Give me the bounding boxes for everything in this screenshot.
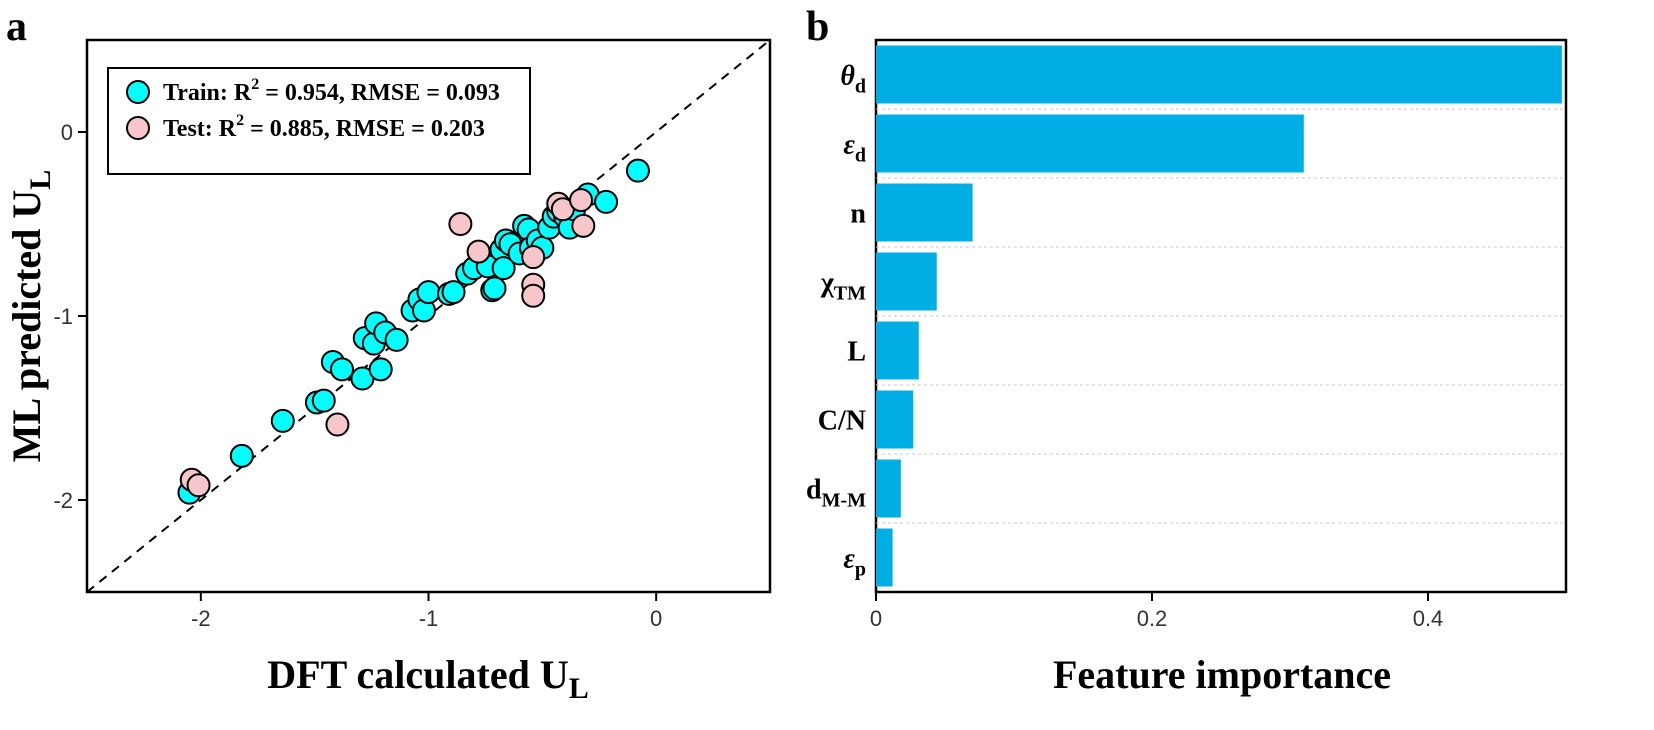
train-point	[229, 443, 254, 468]
feature-bar	[876, 459, 901, 518]
legend-test-marker	[126, 116, 150, 140]
scatter-x-axis-title: DFT calculated UL	[267, 652, 588, 705]
train-point	[482, 276, 507, 301]
category-label: L	[847, 337, 866, 368]
category-label: χTM	[820, 268, 866, 305]
feature-bar	[876, 321, 919, 380]
panel-b-letter: b	[806, 4, 829, 50]
train-point	[384, 327, 409, 352]
legend-test-label: Test: R2 = 0.885, RMSE = 0.203	[163, 112, 485, 142]
y-tick-label: -2	[53, 488, 73, 513]
bar-x-tick-label: 0	[870, 606, 882, 631]
x-tick-label: -1	[419, 606, 439, 631]
category-label-main: ε	[843, 544, 855, 575]
feature-bar	[876, 183, 973, 242]
legend-train-suffix: = 0.954, RMSE = 0.093	[259, 80, 500, 106]
legend-box	[107, 67, 531, 175]
legend-test-sup: 2	[236, 112, 244, 129]
category-label-main: θ	[840, 61, 855, 92]
scatter-plot: -2 -1 0 -2-10 Train: R2 = 0.954, RMSE = 0.…	[4, 38, 772, 705]
category-label-sub: p	[855, 559, 866, 581]
test-point	[571, 213, 596, 238]
category-label-main: C/N	[818, 406, 866, 437]
test-point	[521, 245, 546, 270]
category-label: dM-M	[806, 475, 866, 512]
test-point	[466, 239, 491, 264]
bars	[876, 45, 1562, 587]
category-label-main: χ	[820, 268, 835, 299]
train-point	[329, 357, 354, 382]
test-point	[186, 473, 211, 498]
feature-bar	[876, 528, 893, 587]
category-label: εp	[843, 544, 866, 581]
feature-bar	[876, 390, 914, 449]
category-label-sub: d	[855, 145, 866, 167]
category-label: θd	[840, 61, 866, 98]
train-point	[491, 256, 516, 281]
bar-x-tick-label: 0.4	[1413, 606, 1444, 631]
test-point	[325, 412, 350, 437]
x-tick-label: -2	[191, 606, 211, 631]
train-point	[625, 158, 650, 183]
train-point	[270, 408, 295, 433]
y-tick-label: -1	[53, 304, 73, 329]
train-point	[594, 189, 619, 214]
train-point	[441, 280, 466, 305]
bar-x-tick-label: 0.2	[1137, 606, 1168, 631]
category-label: n	[850, 199, 866, 230]
category-label: εd	[843, 130, 866, 167]
test-point	[569, 188, 594, 213]
train-point	[311, 388, 336, 413]
bar-gridlines	[876, 108, 1566, 524]
y-tick-label: 0	[61, 120, 73, 145]
x-axis-ticks: -2 -1 0	[191, 592, 662, 631]
feature-bar	[876, 45, 1562, 104]
train-point	[416, 280, 441, 305]
category-label-main: ε	[843, 130, 855, 161]
category-label-main: L	[847, 337, 866, 368]
scatter-y-axis-title: ML predicted UL	[4, 170, 57, 463]
legend-train-prefix: Train: R	[163, 80, 252, 106]
scatter-y-axis-title-main: ML predicted U	[4, 190, 49, 463]
legend-train-sup: 2	[251, 76, 259, 93]
legend-train-marker	[126, 80, 150, 104]
test-point	[521, 283, 546, 308]
bar-x-axis-ticks: 0 0.2 0.4	[870, 592, 1443, 631]
category-label-main: d	[806, 475, 822, 506]
train-point	[368, 357, 393, 382]
category-label-sub: d	[855, 76, 866, 98]
legend-train-label: Train: R2 = 0.954, RMSE = 0.093	[163, 76, 500, 106]
panel-a-letter: a	[6, 4, 27, 50]
test-point	[448, 212, 473, 236]
category-label-sub: TM	[834, 283, 866, 305]
bar-x-axis-title: Feature importance	[1053, 652, 1391, 697]
scatter-points	[177, 158, 650, 505]
feature-bar	[876, 114, 1304, 173]
category-label-main: n	[850, 199, 866, 230]
scatter-x-axis-title-sub: L	[569, 672, 589, 705]
scatter-x-axis-title-main: DFT calculated U	[267, 652, 568, 697]
category-label-sub: M-M	[822, 490, 867, 512]
scatter-y-axis-title-sub: L	[24, 170, 57, 190]
y-axis-ticks: -2 -1 0	[53, 120, 87, 513]
feature-bar	[876, 252, 937, 311]
category-label: C/N	[818, 406, 866, 437]
legend: Train: R2 = 0.954, RMSE = 0.093 Test: R2…	[107, 67, 531, 175]
legend-test-prefix: Test: R	[163, 116, 237, 142]
x-tick-label: 0	[650, 606, 662, 631]
legend-test-suffix: = 0.885, RMSE = 0.203	[244, 116, 485, 142]
